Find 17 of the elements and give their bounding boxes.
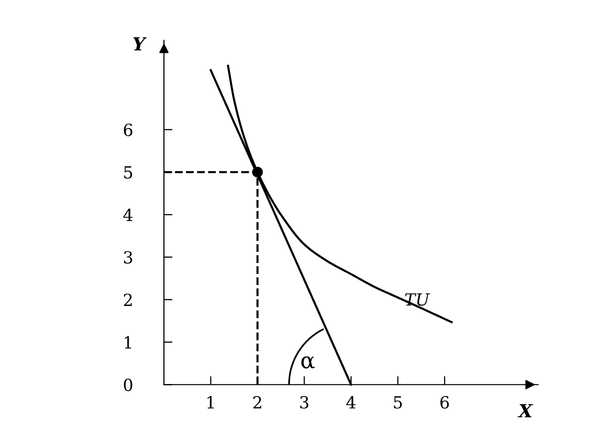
y-axis-title: Y — [133, 37, 147, 50]
x-tick-label: 3 — [300, 396, 308, 409]
x-tick-label: 4 — [346, 396, 356, 408]
y-tick-label: 4 — [123, 208, 133, 221]
y-tick-label: 6 — [124, 124, 132, 136]
y-tick-label: 0 — [124, 378, 132, 392]
y-tick-label: 5 — [124, 166, 132, 179]
y-tick-label: 1 — [124, 336, 132, 348]
x-axis-title: X — [518, 404, 534, 418]
x-tick-label: 2 — [253, 396, 262, 408]
x-tick-label: 5 — [394, 396, 402, 409]
series-label: TU — [405, 293, 430, 306]
y-tick-label: 2 — [124, 294, 132, 306]
x-tick-label: 6 — [440, 396, 449, 409]
annotation: α — [301, 356, 315, 368]
y-tick-label: 3 — [124, 251, 132, 264]
x-tick-label: 1 — [207, 396, 214, 408]
